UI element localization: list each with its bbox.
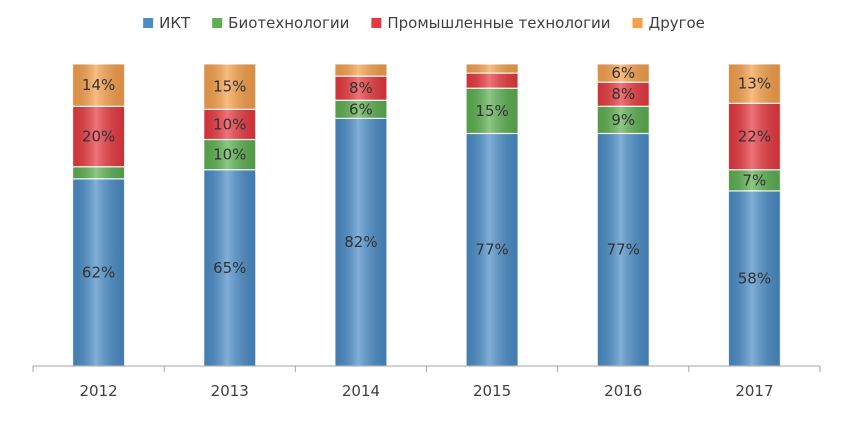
- data-label-2014-series-1: 6%: [349, 100, 373, 118]
- bar-shade-2013-series-1: [203, 139, 256, 170]
- legend-label-1: Биотехнологии: [228, 14, 349, 32]
- data-label-2012-series-2: 20%: [82, 127, 115, 145]
- data-label-2016-series-1: 9%: [611, 111, 635, 129]
- bar-shade-2017-series-0: [728, 190, 781, 366]
- legend: ИКТ Биотехнологии Промышленные технологии Д…: [143, 14, 705, 32]
- x-tick-label-2017: 2017: [735, 382, 773, 400]
- data-label-2012-series-3: 14%: [82, 76, 115, 94]
- legend-label-2: Промышленные технологии: [387, 14, 610, 32]
- data-label-2016-series-0: 77%: [607, 241, 640, 259]
- bar-shade-2014-series-1: [334, 100, 387, 119]
- bar-shade-2013-series-2: [203, 109, 256, 140]
- legend-swatch-2: [371, 18, 382, 28]
- bar-shade-2012-series-3: [72, 64, 125, 107]
- x-tick-label-2015: 2015: [473, 382, 511, 400]
- legend-label-0: ИКТ: [159, 14, 191, 32]
- bar-shade-2017-series-3: [728, 64, 781, 104]
- bar-shade-2013-series-3: [203, 64, 256, 110]
- data-label-2015-series-1: 15%: [475, 102, 508, 120]
- data-label-2012-series-0: 62%: [82, 263, 115, 281]
- bar-shade-2016-series-1: [597, 106, 650, 134]
- data-label-2016-series-3: 6%: [611, 64, 635, 82]
- data-label-2017-series-3: 13%: [738, 75, 771, 93]
- bar-shade-2012-series-2: [72, 106, 125, 167]
- bar-shade-2012-series-0: [72, 178, 125, 366]
- x-tick-label-2014: 2014: [342, 382, 380, 400]
- legend-swatch-1: [212, 18, 223, 28]
- legend-swatch-0: [143, 18, 154, 28]
- bar-shade-2014-series-2: [334, 76, 387, 101]
- bar-shade-2013-series-0: [203, 169, 256, 366]
- bar-shade-2016-series-2: [597, 82, 650, 107]
- bar-shade-2014-series-3: [334, 64, 387, 77]
- x-axis: 2012 2013 2014 2015 2016 2017: [32, 365, 821, 400]
- bar-shade-2017-series-2: [728, 103, 781, 170]
- bar-shade-2017-series-1: [728, 169, 781, 191]
- data-label-2016-series-2: 8%: [611, 85, 635, 103]
- data-label-2013-series-3: 15%: [213, 78, 246, 96]
- bar-shade-2012-series-1: [72, 166, 125, 179]
- data-label-2017-series-0: 58%: [738, 269, 771, 287]
- data-label-2014-series-0: 82%: [344, 233, 377, 251]
- bar-shade-2015-series-2: [466, 73, 519, 89]
- data-label-2013-series-1: 10%: [213, 146, 246, 164]
- bar-shade-2016-series-3: [597, 64, 650, 83]
- data-label-2015-series-0: 77%: [475, 241, 508, 259]
- bars: [71, 63, 782, 367]
- legend-swatch-3: [632, 18, 643, 28]
- data-label-2017-series-2: 22%: [738, 127, 771, 145]
- x-tick-label-2013: 2013: [211, 382, 249, 400]
- data-label-2017-series-1: 7%: [743, 171, 767, 189]
- data-labels: 62% 20% 14% 65% 10% 10% 15% 82% 6% 8% 77% 15% 77% 9% 8…: [82, 64, 771, 287]
- x-tick-label-2016: 2016: [604, 382, 642, 400]
- bar-shade-2014-series-0: [334, 118, 387, 366]
- legend-label-3: Другое: [648, 14, 704, 32]
- x-tick-label-2012: 2012: [79, 382, 117, 400]
- bar-shade-2016-series-0: [597, 133, 650, 366]
- bar-shade-2015-series-3: [466, 64, 519, 74]
- data-label-2014-series-2: 8%: [349, 79, 373, 97]
- data-label-2013-series-2: 10%: [213, 115, 246, 133]
- bar-shade-2015-series-1: [466, 88, 519, 134]
- data-label-2013-series-0: 65%: [213, 259, 246, 277]
- bar-shade-2015-series-0: [466, 133, 519, 366]
